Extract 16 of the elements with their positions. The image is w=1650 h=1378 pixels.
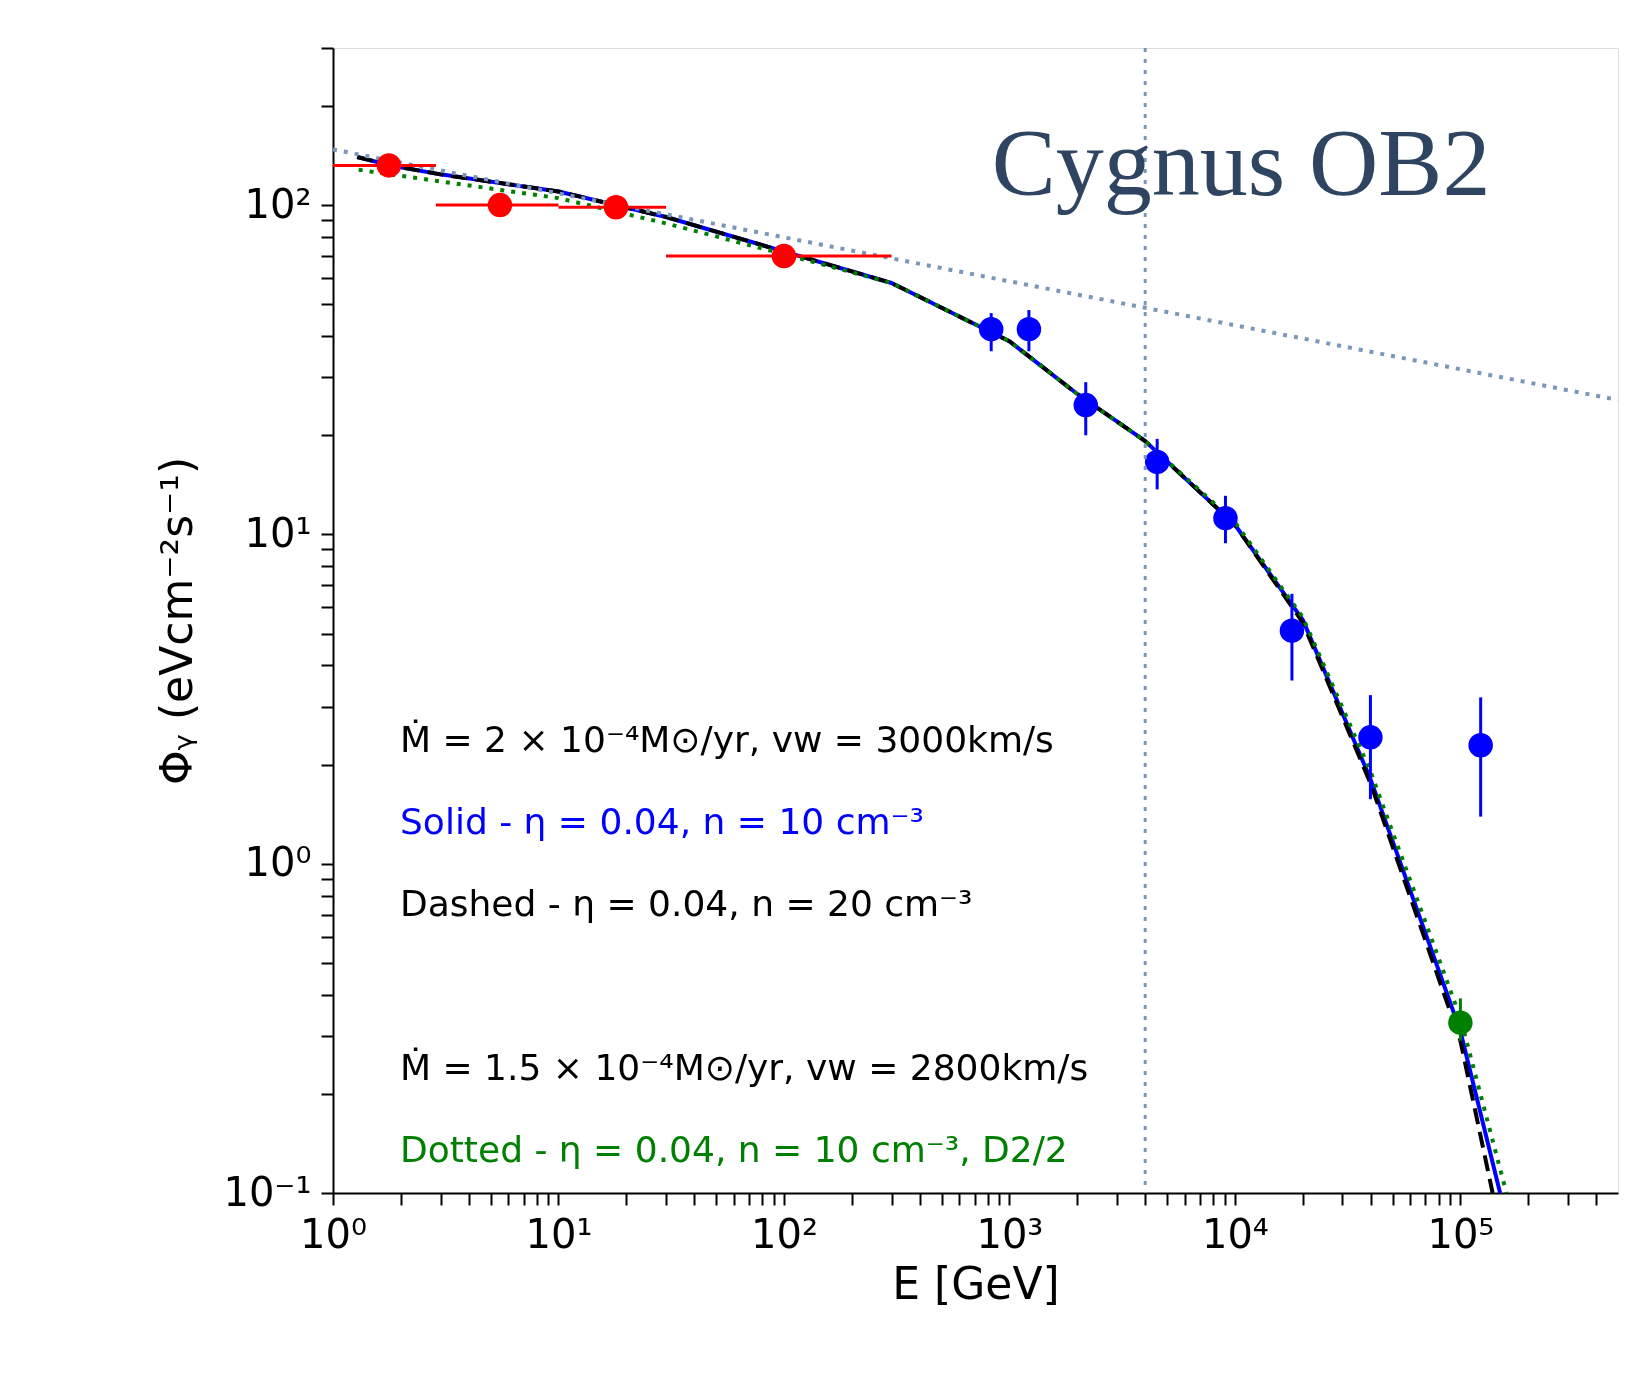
annotation: Ṁ = 2 × 10⁻⁴M⊙/yr, vw = 3000km/s bbox=[400, 719, 1054, 760]
annotation: Cygnus OB2 bbox=[991, 109, 1491, 216]
y-axis-title: Φᵧ (eVcm⁻²s⁻¹) bbox=[151, 456, 203, 786]
x-tick-label: 10¹ bbox=[525, 1210, 593, 1257]
x-tick-label: 10² bbox=[750, 1210, 818, 1257]
text: Solid - η = 0.04, n = 10 cm⁻³ bbox=[400, 801, 924, 842]
y-tick-label: 10⁰ bbox=[244, 839, 312, 886]
text: Dotted - η = 0.04, n = 10 cm⁻³, D2/2 bbox=[400, 1129, 1068, 1170]
x-tick-label: 10³ bbox=[976, 1210, 1044, 1257]
text: Dashed - η = 0.04, n = 20 cm⁻³ bbox=[400, 883, 973, 924]
annotation: Ṁ = 1.5 × 10⁻⁴M⊙/yr, vw = 2800km/s bbox=[400, 1047, 1089, 1088]
x-tick-label: 10⁴ bbox=[1201, 1210, 1269, 1257]
y-tick-label: 10² bbox=[244, 180, 312, 227]
x-axis-title: E [GeV] bbox=[892, 1257, 1060, 1309]
y-tick-label: 10¹ bbox=[244, 509, 312, 556]
x-tick-label: 10⁵ bbox=[1427, 1210, 1495, 1257]
